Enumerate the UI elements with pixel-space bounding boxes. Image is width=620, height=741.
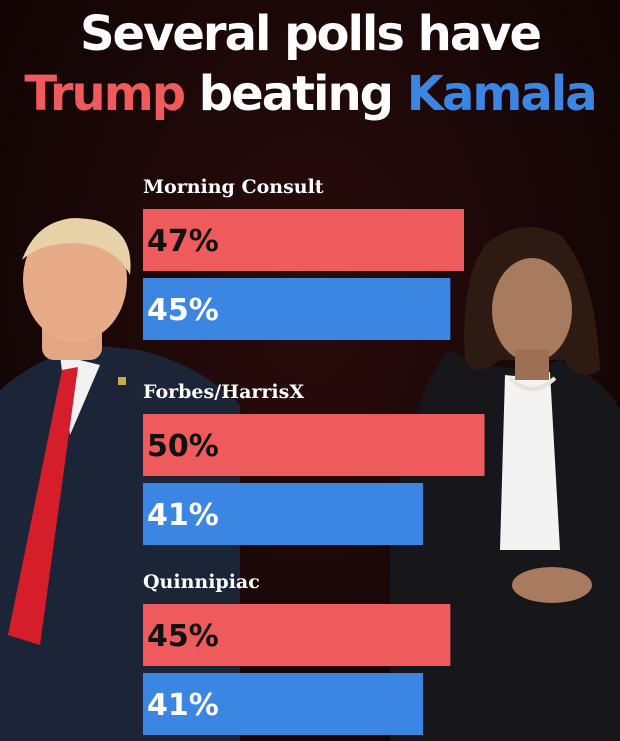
trump-value-label: 45% [147, 619, 219, 654]
headline-beating: beating [198, 66, 394, 122]
poll-name-label: Quinnipiac [143, 571, 260, 593]
trump-value-label: 47% [147, 224, 219, 259]
trump-bar [143, 604, 451, 666]
headline-line-2: Trump beating Kamala [0, 64, 620, 124]
kamala-value-label: 41% [147, 688, 219, 723]
kamala-value-label: 45% [147, 293, 219, 328]
kamala-bar [143, 278, 451, 340]
headline-kamala: Kamala [406, 66, 598, 122]
poll-name-label: Forbes/HarrisX [143, 381, 304, 403]
headline: Several polls have Trump beating Kamala [0, 4, 620, 124]
poll-name-label: Morning Consult [143, 176, 324, 198]
headline-trump: Trump [24, 66, 186, 122]
headline-line-1: Several polls have [79, 6, 542, 62]
trump-bar [143, 414, 485, 476]
kamala-bar [143, 673, 424, 735]
trump-value-label: 50% [147, 429, 219, 464]
trump-bar [143, 209, 465, 271]
kamala-bar [143, 483, 424, 545]
kamala-value-label: 41% [147, 498, 219, 533]
